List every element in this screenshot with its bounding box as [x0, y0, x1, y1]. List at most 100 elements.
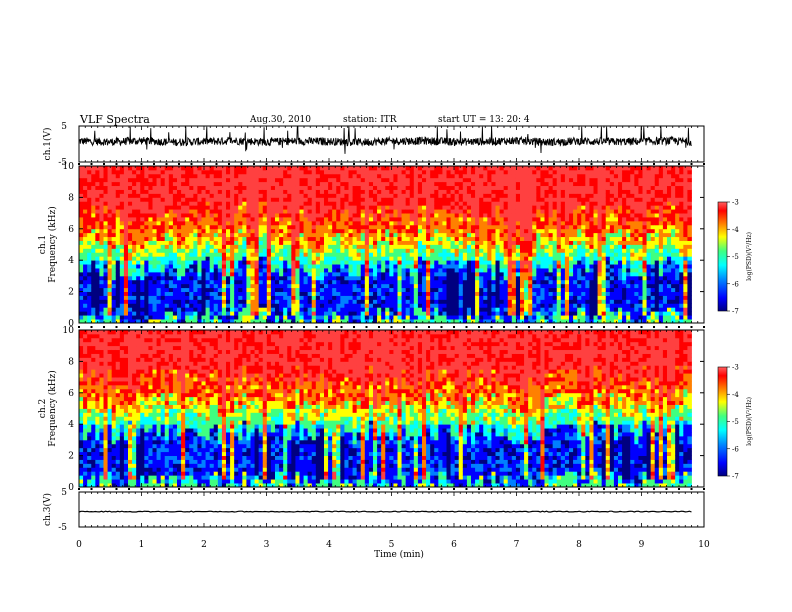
spectrogram-cell [311, 291, 317, 296]
spectrogram-cell [336, 268, 341, 273]
spectrogram-cell [107, 220, 113, 226]
spectrogram-cell [221, 228, 227, 234]
spectrogram-cell [205, 299, 211, 304]
spectrogram-cell [238, 177, 243, 183]
spectrogram-cell [336, 264, 341, 269]
spectrogram-cell [230, 299, 235, 304]
spectrogram-cell [536, 213, 541, 218]
spectrogram-cell [291, 244, 296, 249]
spectrogram-cell [507, 271, 513, 277]
spectrogram-cell [328, 205, 333, 210]
spectrogram-cell [389, 264, 394, 269]
spectrogram-cell [344, 213, 349, 218]
spectrogram-cell [389, 311, 394, 316]
spectrogram-cell [148, 236, 153, 241]
spectrogram-cell [466, 173, 472, 179]
spectrogram-cell [295, 275, 300, 281]
spectrogram-cell [348, 244, 353, 249]
spectrogram-cell [128, 185, 133, 190]
spectrogram-cell [128, 291, 133, 296]
spectrogram-cell [377, 197, 382, 202]
spectrogram-cell [499, 217, 505, 222]
spectrogram-cell [556, 279, 562, 285]
spectrogram-cell [458, 166, 464, 171]
spectrogram-cell [156, 201, 162, 206]
spectrogram-cell [79, 315, 84, 320]
spectrogram-cell [417, 271, 423, 277]
spectrogram-cell [315, 303, 321, 308]
spectrogram-cell [172, 209, 178, 214]
spectrogram-cell [123, 268, 129, 273]
spectrogram-cell [189, 315, 194, 320]
spectrogram-cell [413, 256, 419, 261]
spectrogram-cell [438, 224, 443, 230]
spectrogram-cell [332, 307, 337, 312]
spectrogram-cell [123, 260, 129, 265]
spectrogram-cell [91, 169, 96, 175]
spectrogram-cell [483, 236, 488, 241]
spectrogram-cell [385, 279, 390, 285]
spectrogram-cell [234, 275, 239, 281]
spectrogram-cell [442, 319, 447, 324]
spectrogram-cell [499, 303, 505, 308]
spectrogram-cell [140, 291, 145, 296]
spectrogram-cell [283, 299, 288, 304]
spectrogram-cell [524, 232, 529, 238]
spectrogram-cell [471, 240, 476, 245]
spectrogram-cell [413, 291, 419, 296]
spectrogram-cell [336, 169, 341, 175]
spectrogram-cell [544, 232, 549, 238]
spectrogram-cell [319, 275, 325, 281]
spectrogram-cell [242, 236, 247, 241]
spectrogram-cell [311, 205, 317, 210]
spectrogram-cell [185, 244, 190, 249]
spectrogram-cell [393, 173, 398, 179]
spectrogram-cell [275, 307, 280, 312]
spectrogram-cell [532, 275, 537, 281]
spectrogram-cell [262, 173, 268, 179]
spectrogram-cell [450, 264, 456, 269]
spectrogram-cell [311, 217, 317, 222]
spectrogram-cell [417, 311, 423, 316]
spectrogram-cell [119, 268, 125, 273]
spectrogram-cell [422, 205, 427, 210]
spectrogram-cell [483, 295, 488, 300]
spectrogram-cell [311, 311, 317, 316]
spectrogram-cell [511, 315, 517, 320]
spectrogram-cell [434, 205, 439, 210]
spectrogram-cell [422, 217, 427, 222]
spectrogram-cell [389, 287, 394, 293]
spectrogram-cell [189, 240, 194, 245]
spectrogram-cell [140, 307, 145, 312]
spectrogram-cell [438, 279, 443, 285]
spectrogram-cell [291, 279, 296, 285]
spectrogram-cell [348, 279, 353, 285]
spectrogram-cell [348, 303, 353, 308]
spectrogram-cell [336, 189, 341, 194]
spectrogram-cell [115, 209, 121, 214]
spectrogram-cell [148, 315, 153, 320]
spectrogram-cell [262, 205, 268, 210]
spectrogram-cell [475, 217, 480, 222]
spectrogram-cell [475, 303, 480, 308]
spectrogram-cell [103, 201, 108, 206]
spectrogram-cell [536, 201, 541, 206]
spectrogram-cell [560, 299, 566, 304]
spectrogram-cell [368, 303, 374, 308]
spectrogram-cell [360, 201, 366, 206]
spectrogram-cell [332, 240, 337, 245]
spectrogram-cell [283, 217, 288, 222]
spectrogram-cell [230, 213, 235, 218]
spectrogram-cell [140, 193, 145, 198]
spectrogram-cell [177, 201, 182, 206]
spectrogram-cell [185, 240, 190, 245]
spectrogram-cell [377, 240, 382, 245]
spectrogram-cell [160, 299, 166, 304]
spectrogram-cell [168, 232, 174, 238]
spectrogram-cell [483, 224, 488, 230]
spectrogram-cell [128, 256, 133, 261]
spectrogram-cell [536, 181, 541, 187]
spectrogram-cell [307, 279, 313, 285]
spectrogram-cell [556, 181, 562, 187]
spectrogram-cell [140, 260, 145, 265]
